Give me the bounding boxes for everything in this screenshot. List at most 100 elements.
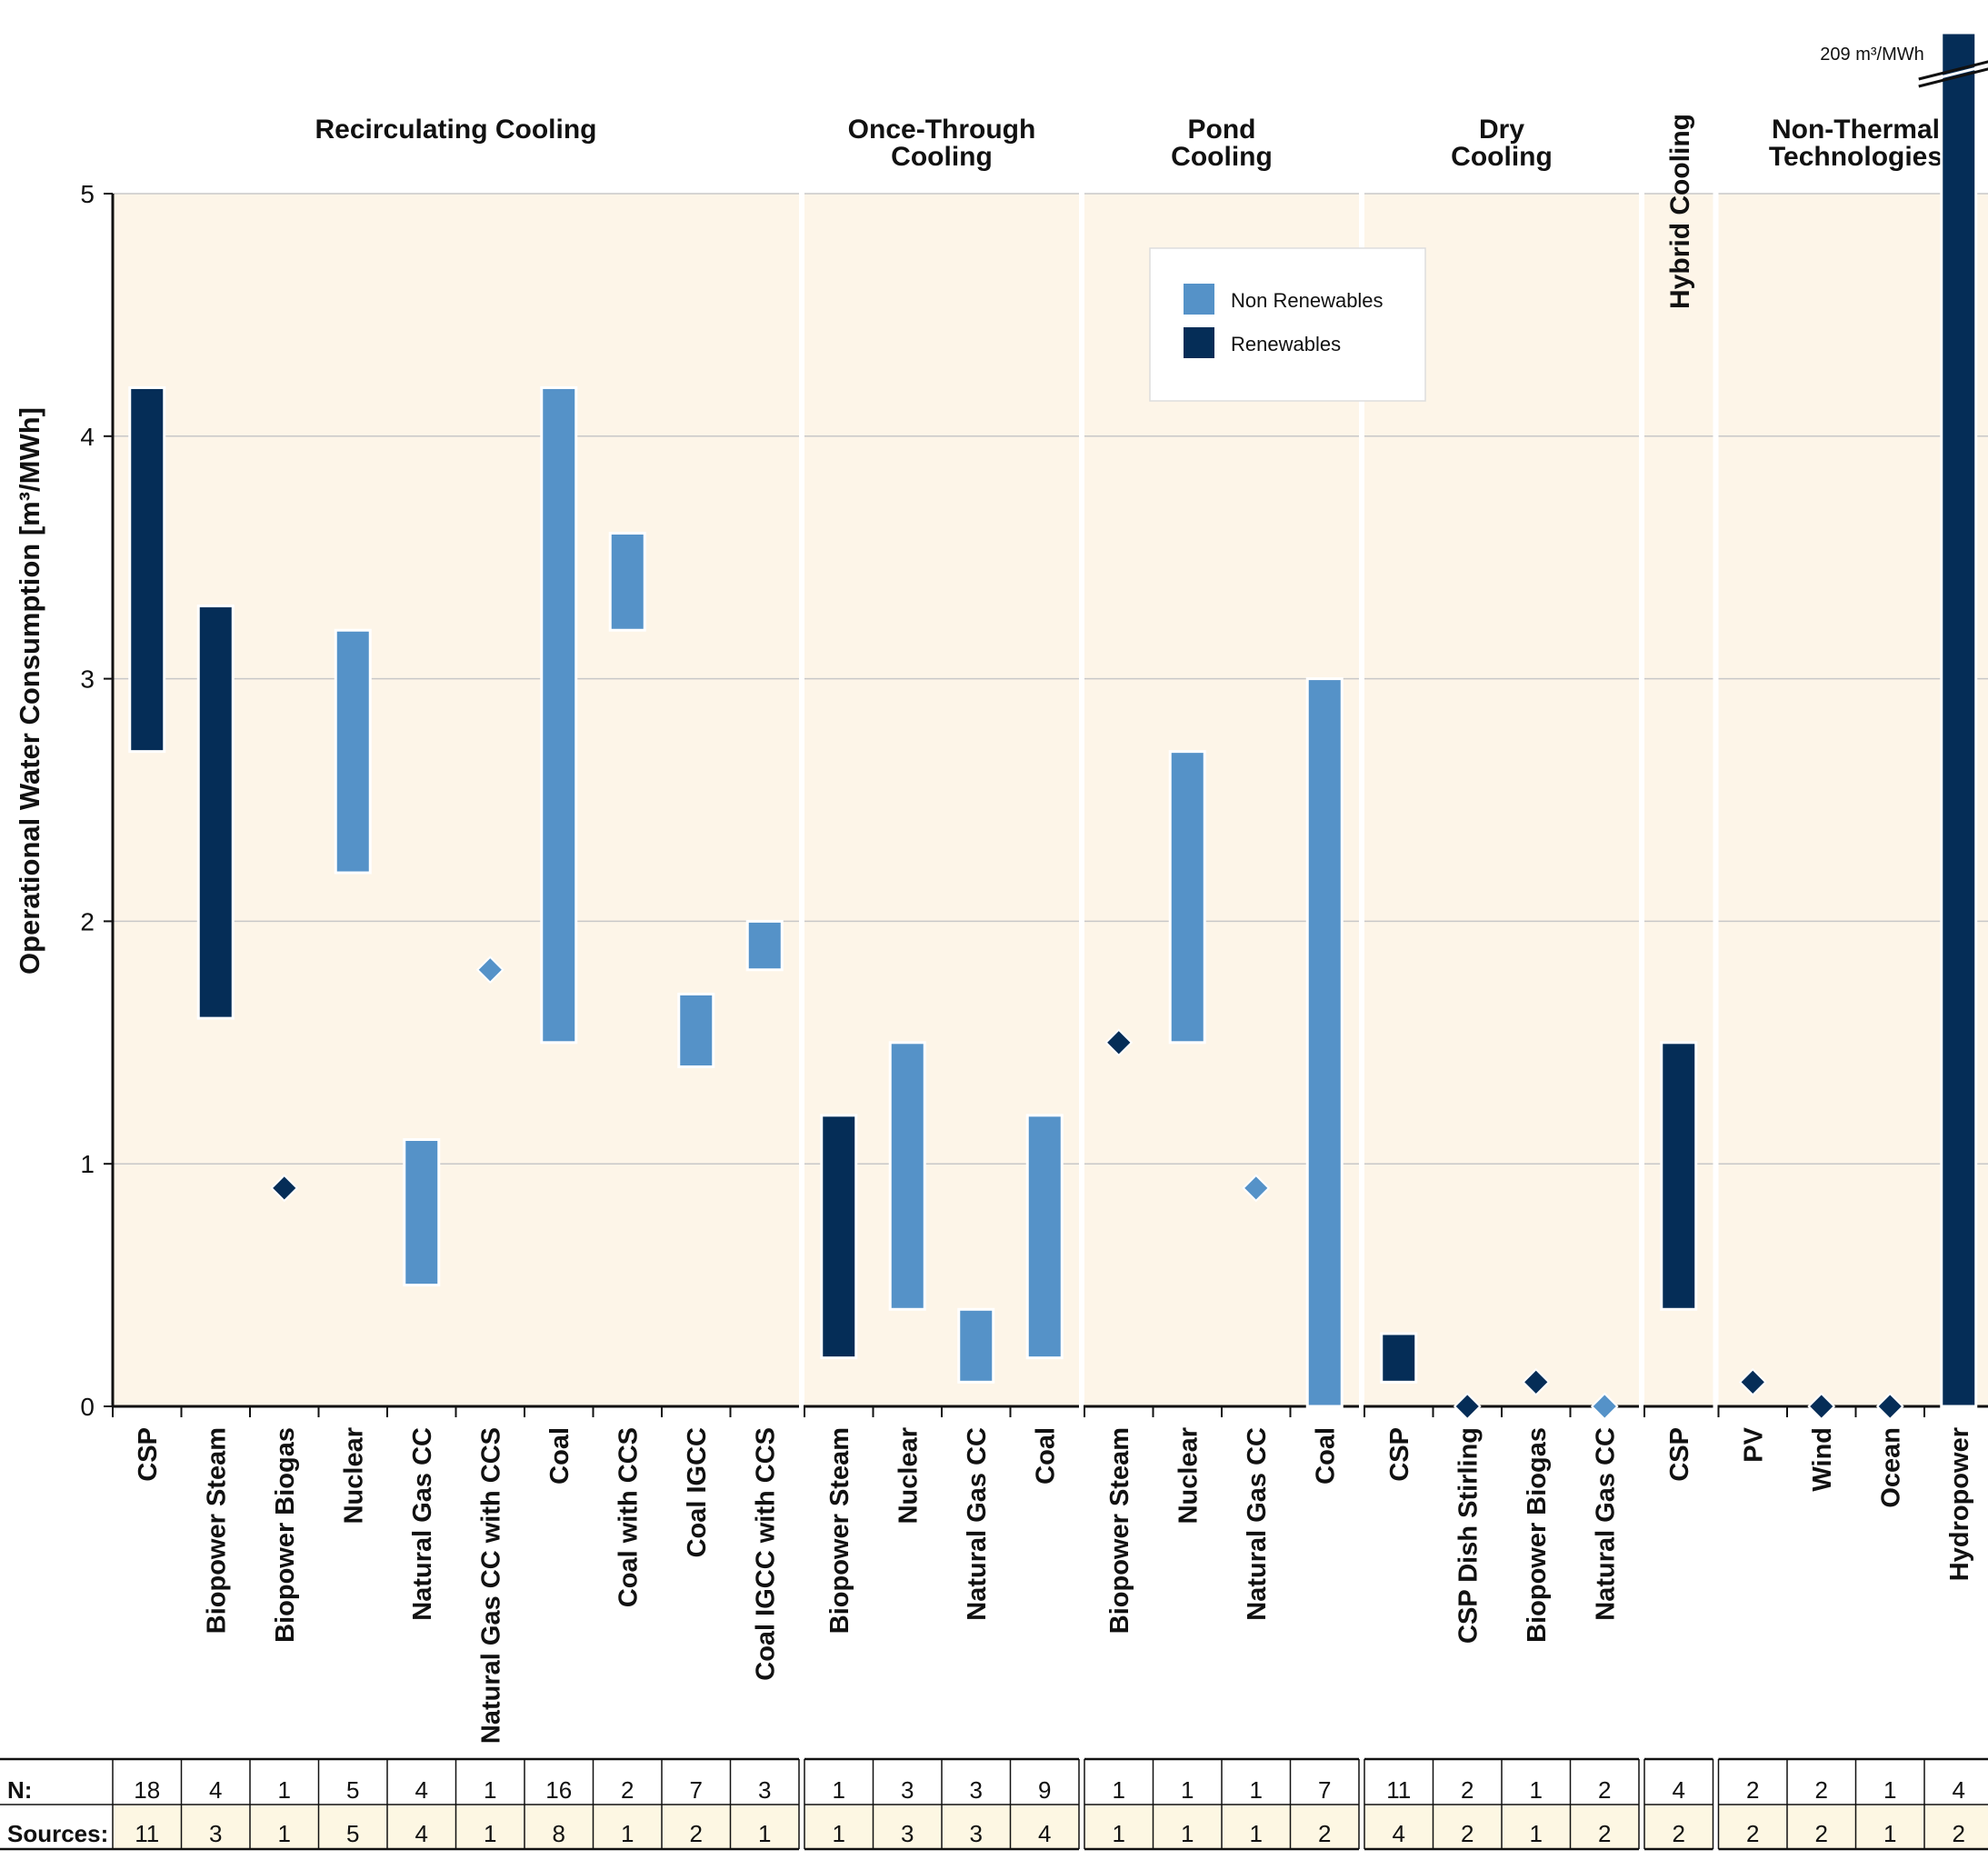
sources-value: 1 — [278, 1820, 291, 1847]
category-label: Coal with CCS — [614, 1427, 643, 1607]
group-title-line: Cooling — [1451, 142, 1553, 172]
category-label: Natural Gas CC — [963, 1427, 992, 1621]
n-value: 9 — [1038, 1776, 1051, 1804]
group-title-line: Non-Thermal — [1772, 115, 1940, 145]
category-label: Coal — [1031, 1427, 1060, 1485]
range-bar — [1940, 31, 1978, 1408]
y-tick-label: 4 — [80, 423, 95, 451]
legend-box — [1149, 247, 1426, 402]
range-bar — [540, 385, 578, 1045]
sources-value: 3 — [209, 1820, 222, 1847]
n-value: 4 — [209, 1776, 222, 1804]
category-label: CSP — [1385, 1427, 1414, 1482]
category-label: CSP — [1665, 1427, 1694, 1482]
sources-value: 2 — [1461, 1820, 1474, 1847]
n-value: 11 — [1386, 1776, 1411, 1804]
range-bar — [608, 532, 646, 632]
n-value: 1 — [484, 1776, 496, 1804]
range-bar — [1305, 677, 1344, 1408]
category-label: Wind — [1808, 1427, 1837, 1492]
n-value: 2 — [1746, 1776, 1759, 1804]
sources-value: 1 — [484, 1820, 496, 1847]
category-label: PV — [1739, 1426, 1768, 1462]
sources-value: 1 — [1250, 1820, 1263, 1847]
legend-swatch-renewable — [1184, 327, 1214, 358]
category-label: CSP — [134, 1427, 163, 1482]
axis-break-line — [1918, 67, 1988, 88]
legend-label: Renewables — [1231, 333, 1341, 355]
category-label: Natural Gas CC — [1591, 1427, 1620, 1621]
category-label: CSP Dish Stirling — [1454, 1427, 1483, 1644]
range-point — [1242, 1174, 1271, 1203]
sources-row-bg-5 — [1718, 1805, 1988, 1849]
range-point — [1453, 1392, 1482, 1421]
sources-value: 2 — [690, 1820, 703, 1847]
category-label: Biopower Biogas — [1523, 1427, 1552, 1643]
sources-value: 3 — [970, 1820, 983, 1847]
n-value: 4 — [1953, 1776, 1965, 1804]
range-point — [1875, 1392, 1904, 1421]
category-label: Coal — [545, 1427, 574, 1485]
sources-value: 2 — [1318, 1820, 1331, 1847]
range-bar — [1380, 1332, 1418, 1384]
range-point — [475, 955, 504, 985]
sources-value: 2 — [1673, 1820, 1685, 1847]
sources-value: 1 — [621, 1820, 634, 1847]
group-title-line: Cooling — [1171, 142, 1273, 172]
group-title: Recirculating Cooling — [315, 115, 596, 145]
range-bar — [1025, 1114, 1064, 1360]
sources-value: 1 — [833, 1820, 845, 1847]
sources-value: 1 — [758, 1820, 771, 1847]
sources-value: 4 — [415, 1820, 428, 1847]
category-label: Coal — [1311, 1427, 1340, 1485]
n-value: 3 — [758, 1776, 771, 1804]
legend-label: Non Renewables — [1231, 289, 1384, 312]
sources-value: 2 — [1746, 1820, 1759, 1847]
range-point — [1807, 1392, 1836, 1421]
range-bar — [820, 1114, 858, 1360]
range-point — [1522, 1367, 1551, 1396]
n-value: 1 — [1250, 1776, 1263, 1804]
range-bar — [888, 1041, 926, 1311]
sources-value: 1 — [1113, 1820, 1125, 1847]
category-label: Biopower Biogas — [271, 1427, 300, 1643]
sources-value: 1 — [1883, 1820, 1896, 1847]
n-value: 1 — [1113, 1776, 1125, 1804]
n-value: 2 — [1815, 1776, 1828, 1804]
break-value-label: 209 m³/MWh — [1820, 45, 1923, 65]
n-value: 5 — [346, 1776, 359, 1804]
n-row-label: N: — [7, 1776, 32, 1804]
category-label: Natural Gas CC — [408, 1427, 437, 1621]
range-bar — [196, 605, 235, 1020]
legend: Non Renewables Renewables — [1149, 247, 1426, 402]
group-title-line: Pond — [1188, 115, 1256, 145]
n-value: 1 — [1181, 1776, 1194, 1804]
sources-value: 2 — [1598, 1820, 1611, 1847]
range-bar — [957, 1307, 995, 1384]
group-title-line: Cooling — [891, 142, 993, 172]
n-value: 4 — [1673, 1776, 1685, 1804]
n-value: 3 — [970, 1776, 983, 1804]
range-point — [270, 1174, 299, 1203]
n-value: 1 — [1883, 1776, 1896, 1804]
range-bar — [1660, 1041, 1698, 1311]
category-label: Nuclear — [1174, 1427, 1203, 1524]
range-bar — [677, 992, 715, 1068]
category-label: Biopower Steam — [825, 1427, 854, 1634]
n-value: 1 — [278, 1776, 291, 1804]
y-tick-label: 0 — [80, 1393, 95, 1421]
sources-value: 2 — [1953, 1820, 1965, 1847]
category-label: Ocean — [1876, 1427, 1905, 1508]
range-bar — [745, 919, 784, 972]
range-bar — [128, 385, 166, 754]
range-bar — [1168, 750, 1206, 1045]
y-tick-label: 5 — [80, 180, 95, 208]
sources-value: 1 — [1181, 1820, 1194, 1847]
range-point — [1104, 1028, 1134, 1057]
n-value: 2 — [1598, 1776, 1611, 1804]
sources-value: 1 — [1530, 1820, 1543, 1847]
sources-row-label: Sources: — [7, 1820, 108, 1847]
sources-row-bg-4 — [1644, 1805, 1713, 1849]
n-value: 2 — [1461, 1776, 1474, 1804]
